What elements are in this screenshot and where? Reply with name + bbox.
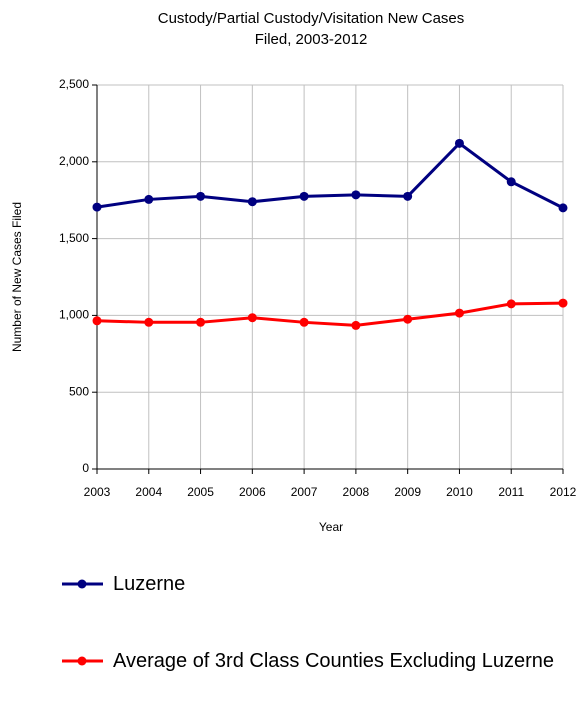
series-line [96,141,564,210]
legend-marker [77,656,87,666]
y-axis-label: Number of New Cases Filed [10,202,24,352]
point [403,314,413,324]
y-tick-label: 1,500 [59,231,89,245]
x-tick-label: 2008 [343,485,370,499]
chart-title: Custody/Partial Custody/Visitation New C… [157,10,465,48]
y-tick-label: 0 [82,461,89,475]
point [506,299,516,309]
legend-label: Average of 3rd Class Counties Excluding … [113,650,554,672]
y-tick-label: 2,000 [59,154,89,168]
y-tick-label: 500 [69,384,89,398]
x-tick-label: 2006 [239,485,266,499]
point [351,190,361,200]
point [247,197,257,207]
point [558,298,568,308]
point [92,202,102,212]
x-tick-label: 2011 [498,485,524,499]
x-tick-label: 2007 [291,485,318,499]
point [299,191,309,201]
point [196,191,206,201]
point [351,320,361,330]
x-tick-label: 2003 [84,485,111,499]
series-line [96,301,564,327]
y-tick-label: 1,000 [59,308,89,322]
legend-marker [77,579,87,589]
y-tick-label: 2,500 [59,77,89,91]
point [92,316,102,326]
point [558,203,568,213]
point [247,313,257,323]
x-tick-label: 2004 [135,485,162,499]
x-tick-label: 2012 [550,485,577,499]
point [403,191,413,201]
x-tick-label: 2010 [446,485,473,499]
point [506,177,516,187]
point [196,317,206,327]
point [299,317,309,327]
point [454,308,464,318]
x-tick-label: 2009 [394,485,421,499]
point [144,194,154,204]
x-tick-label: 2005 [187,485,214,499]
x-axis-label: Year [319,520,343,534]
point [144,317,154,327]
legend-label: Luzerne [113,573,186,595]
point [454,138,464,148]
